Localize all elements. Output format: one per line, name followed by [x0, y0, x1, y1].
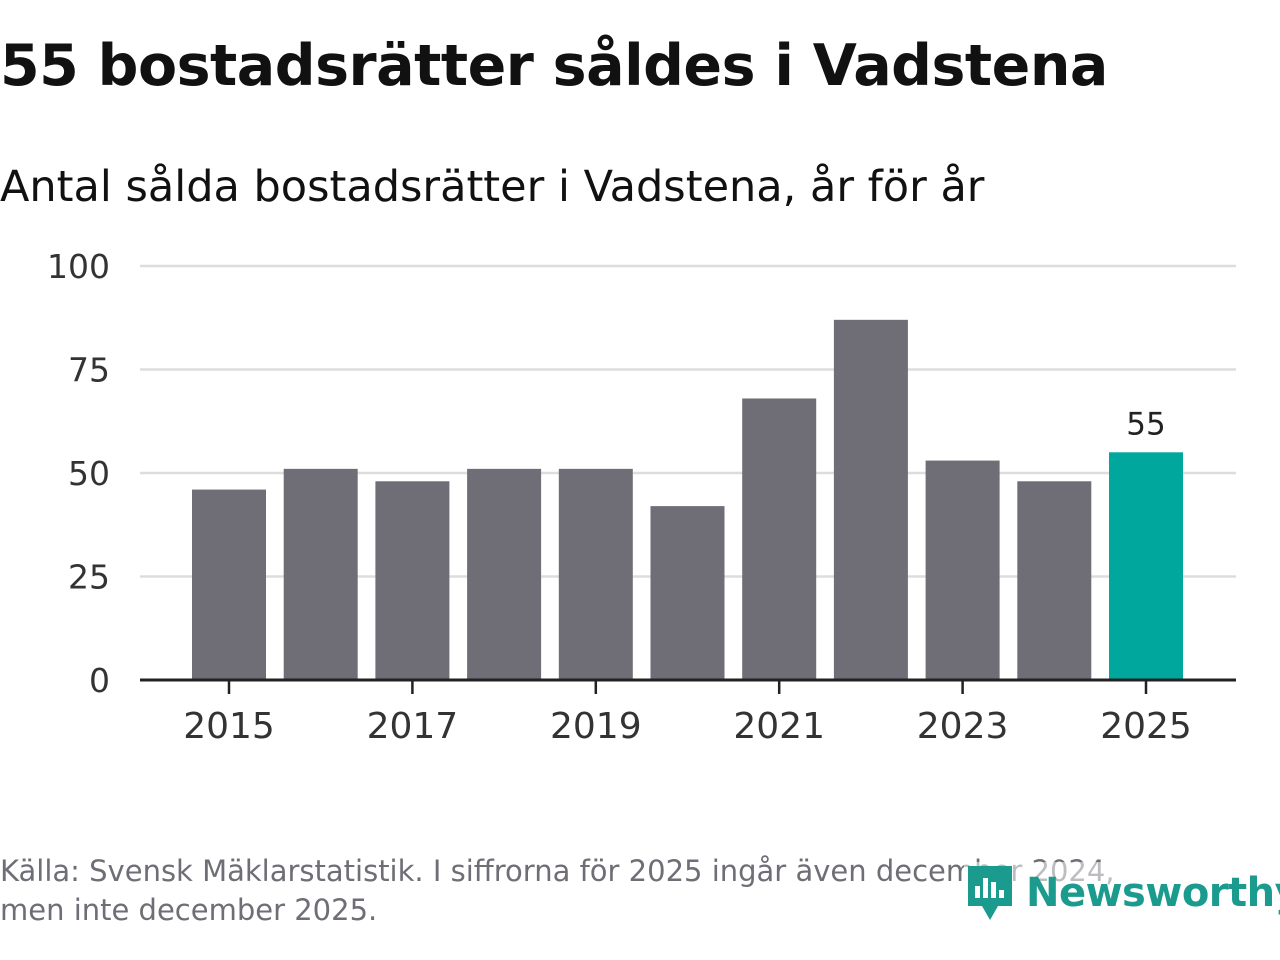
y-tick-label: 75: [68, 351, 110, 390]
brand-logo: Newsworthy: [964, 862, 1280, 924]
newsworthy-logo-icon: [968, 866, 1012, 920]
brand-name: Newsworthy: [1026, 870, 1280, 916]
bar-2020: [650, 506, 725, 680]
bar-2017: [375, 481, 450, 680]
x-tick-label: 2017: [367, 706, 459, 747]
bar-2024: [1017, 481, 1092, 680]
x-tick-label: 2015: [183, 706, 275, 747]
data-label: 55: [1126, 406, 1165, 442]
x-tick-label: 2021: [733, 706, 825, 747]
chart-subtitle: Antal sålda bostadsrätter i Vadstena, år…: [0, 162, 985, 212]
x-tick-label: 2023: [917, 706, 1009, 747]
bar-2019: [558, 468, 633, 680]
x-tick-label: 2019: [550, 706, 642, 747]
y-tick-label: 50: [68, 454, 110, 493]
bar-2018: [467, 468, 542, 680]
y-tick-label: 100: [47, 247, 110, 286]
y-tick-label: 0: [89, 661, 110, 700]
source-note-line-2: men inte december 2025.: [0, 893, 378, 927]
bar-2021: [742, 398, 817, 680]
source-note: Källa: Svensk Mäklarstatistik. I siffror…: [0, 852, 1220, 930]
bar-2015: [192, 489, 266, 680]
y-tick-label: 25: [68, 558, 110, 597]
x-tick-label: 2025: [1100, 706, 1192, 747]
bar-2025: [1109, 452, 1183, 680]
chart-title: 55 bostadsrätter såldes i Vadstena: [0, 33, 1108, 99]
bar-2022: [833, 319, 908, 680]
bar-2023: [925, 460, 1000, 680]
bar-chart: 0 25 50 75 100 55 2015 2017 2019 2021 2023 2025: [47, 247, 1236, 747]
bar-2016: [283, 468, 358, 680]
source-note-line-1: Källa: Svensk Mäklarstatistik. I siffror…: [0, 854, 1115, 888]
